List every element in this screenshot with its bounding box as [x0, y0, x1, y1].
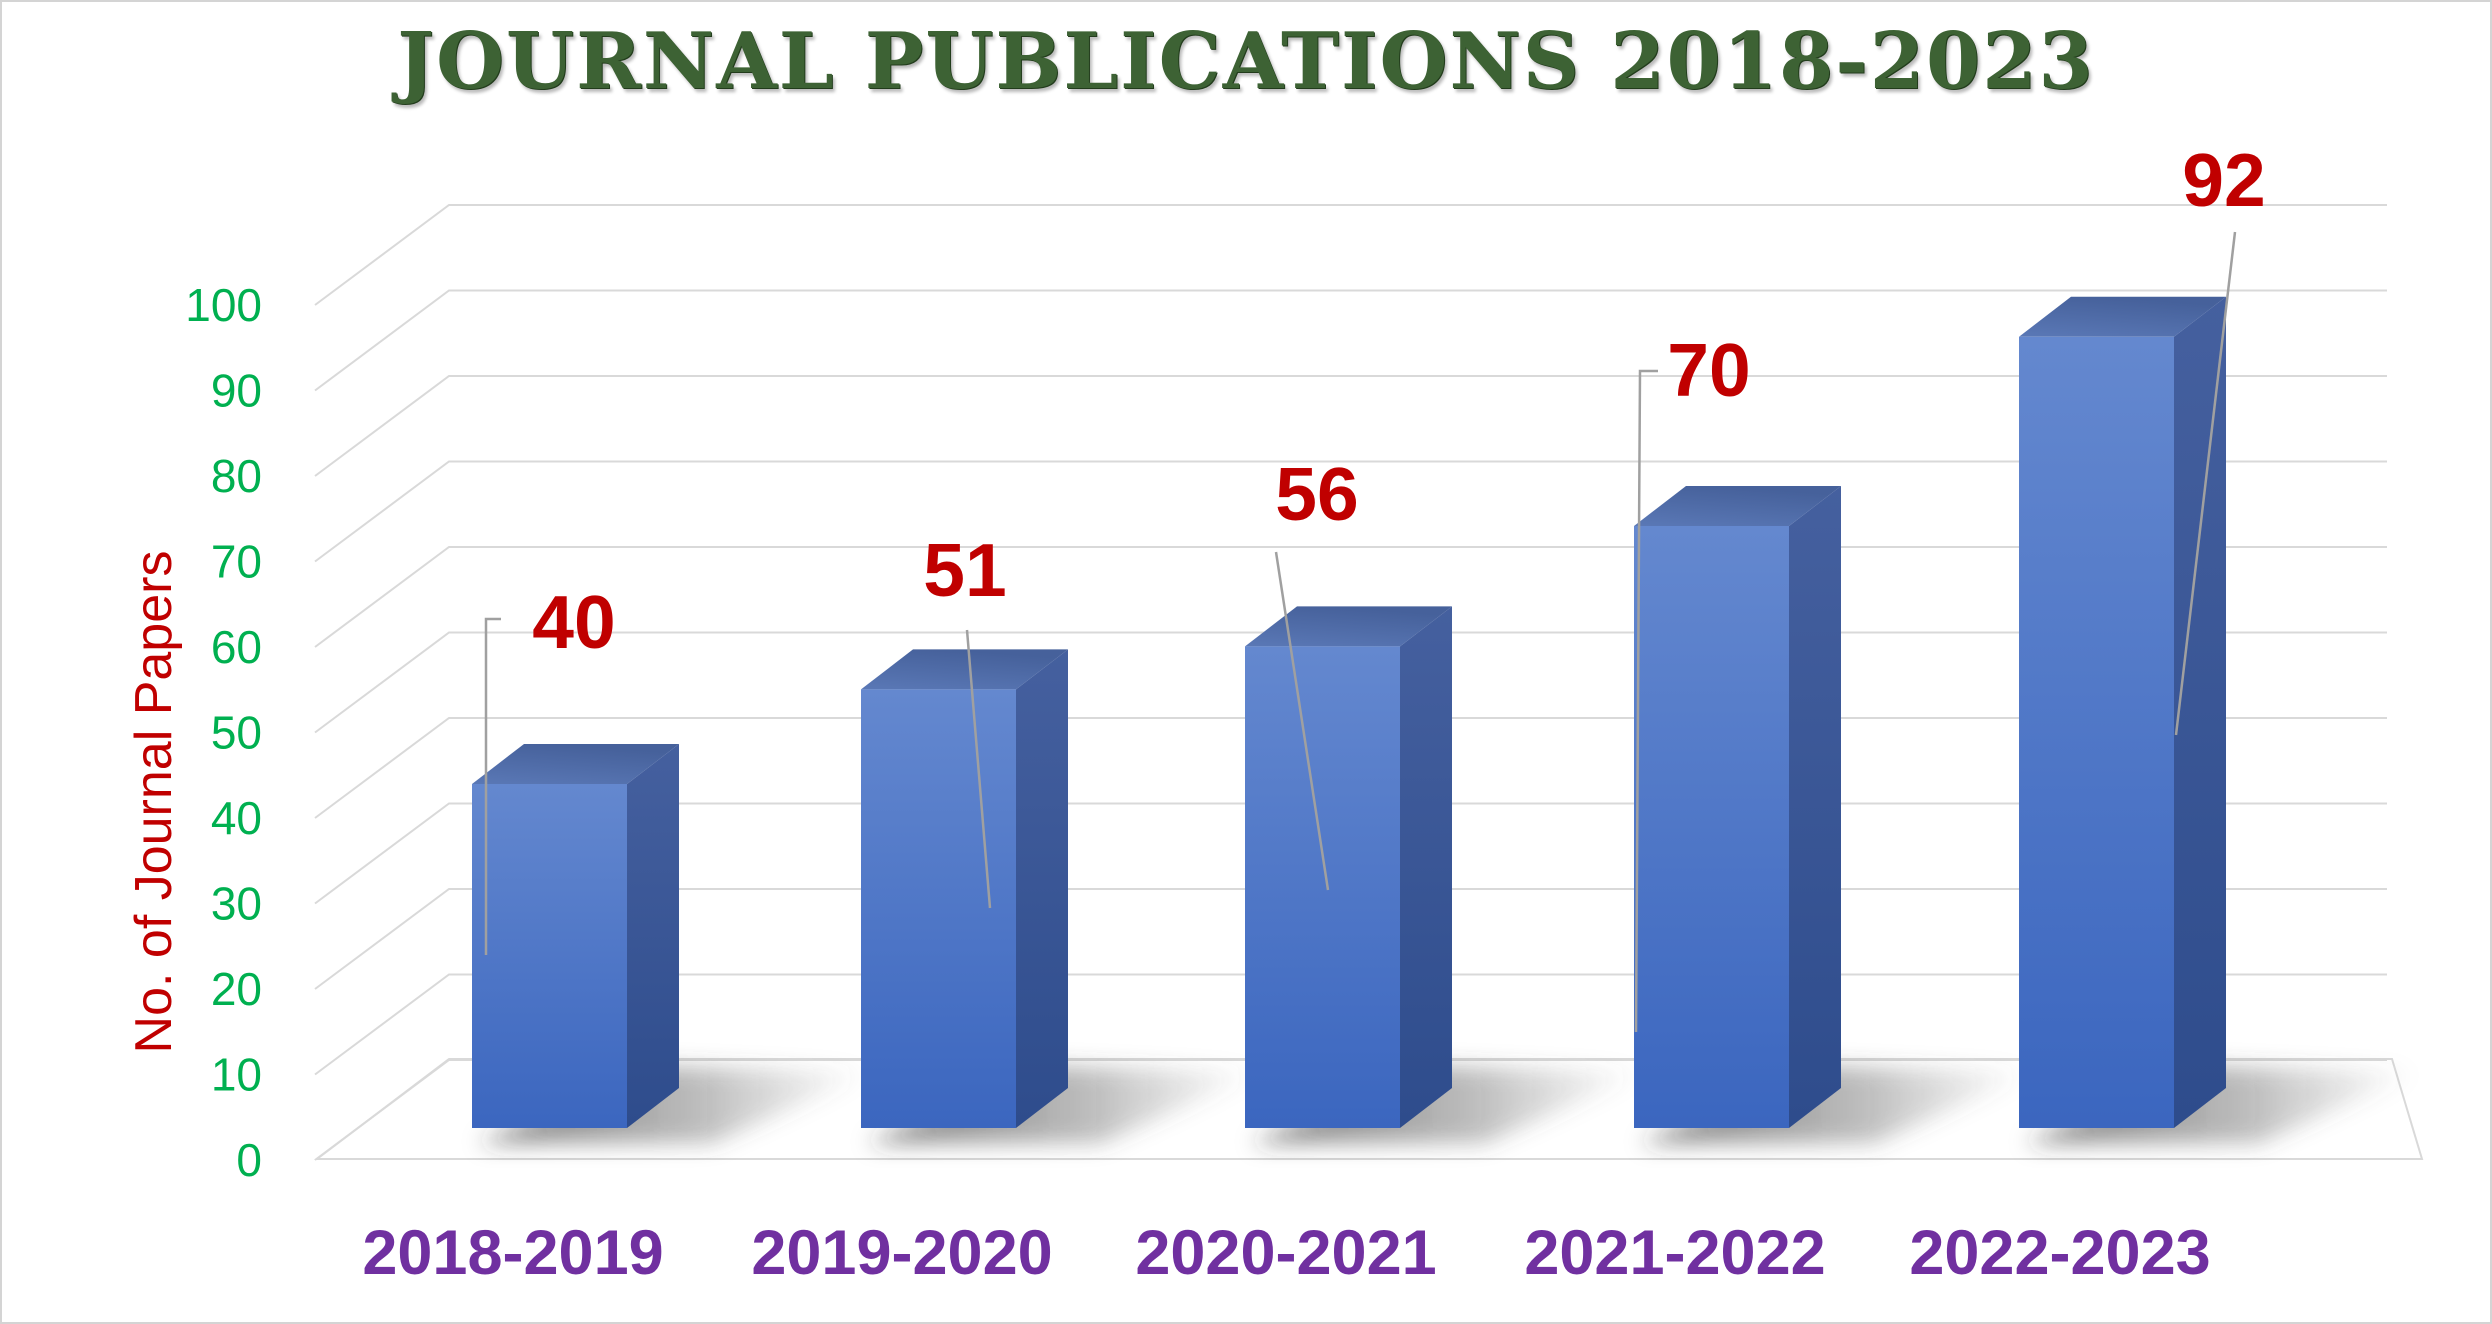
- gridline: [314, 460, 2387, 563]
- chart-title: JOURNAL PUBLICATIONS 2018-2023: [397, 16, 2095, 107]
- bar-front-face: [472, 784, 627, 1128]
- bar-top-face: [1634, 486, 1841, 526]
- y-tick-label: 100: [185, 279, 262, 331]
- gridline: [314, 375, 2387, 477]
- x-category-label: 2021-2022: [1524, 1218, 1825, 1288]
- y-tick-label: 30: [211, 878, 262, 930]
- bar-side-face: [2174, 296, 2226, 1128]
- bar-3d: [1245, 606, 1452, 1128]
- y-tick-label: 0: [236, 1134, 262, 1186]
- y-tick-label: 50: [211, 707, 262, 759]
- x-category-label: 2019-2020: [751, 1218, 1052, 1288]
- y-tick-label: 90: [211, 365, 262, 417]
- data-label: 70: [1667, 328, 1750, 412]
- bar-3d: [472, 744, 679, 1128]
- data-label-leader-line: [1274, 551, 1330, 891]
- data-label-leader-line: [1634, 369, 1658, 1033]
- y-tick-label: 40: [211, 792, 262, 844]
- gridline: [314, 204, 2387, 306]
- x-category-label: 2022-2023: [1909, 1218, 2210, 1288]
- data-label-leader-line: [484, 617, 501, 955]
- bar-top-face: [861, 649, 1068, 690]
- bar-3d: [861, 649, 1068, 1128]
- y-tick-label: 20: [211, 963, 262, 1015]
- y-tick-label: 10: [211, 1049, 262, 1101]
- data-label-leader-line: [2174, 231, 2237, 736]
- bar-front-face: [861, 689, 1016, 1128]
- y-tick-label: 60: [211, 621, 262, 673]
- bar-3d: [2019, 296, 2226, 1128]
- bar-front-face: [1245, 646, 1400, 1128]
- x-category-label: 2020-2021: [1135, 1218, 1436, 1288]
- bar-side-face: [627, 744, 679, 1128]
- bar-3d: [1634, 486, 1841, 1128]
- data-label: 40: [532, 580, 615, 664]
- bar-top-face: [1245, 606, 1452, 647]
- bar-top-face: [2019, 296, 2226, 337]
- y-tick-label: 80: [211, 450, 262, 502]
- y-tick-label: 70: [211, 536, 262, 588]
- bar-side-face: [1016, 649, 1068, 1128]
- bar-side-face: [1789, 486, 1841, 1128]
- data-label: 92: [2182, 138, 2265, 222]
- x-category-label: 2018-2019: [362, 1218, 663, 1288]
- gridline: [314, 289, 2387, 392]
- bar-front-face: [2019, 336, 2174, 1128]
- bar-side-face: [1400, 606, 1452, 1128]
- data-label: 56: [1275, 452, 1358, 536]
- data-label-leader-line: [965, 629, 992, 909]
- bar-top-face: [472, 744, 679, 784]
- data-label: 51: [923, 528, 1006, 612]
- bar-front-face: [1634, 526, 1789, 1128]
